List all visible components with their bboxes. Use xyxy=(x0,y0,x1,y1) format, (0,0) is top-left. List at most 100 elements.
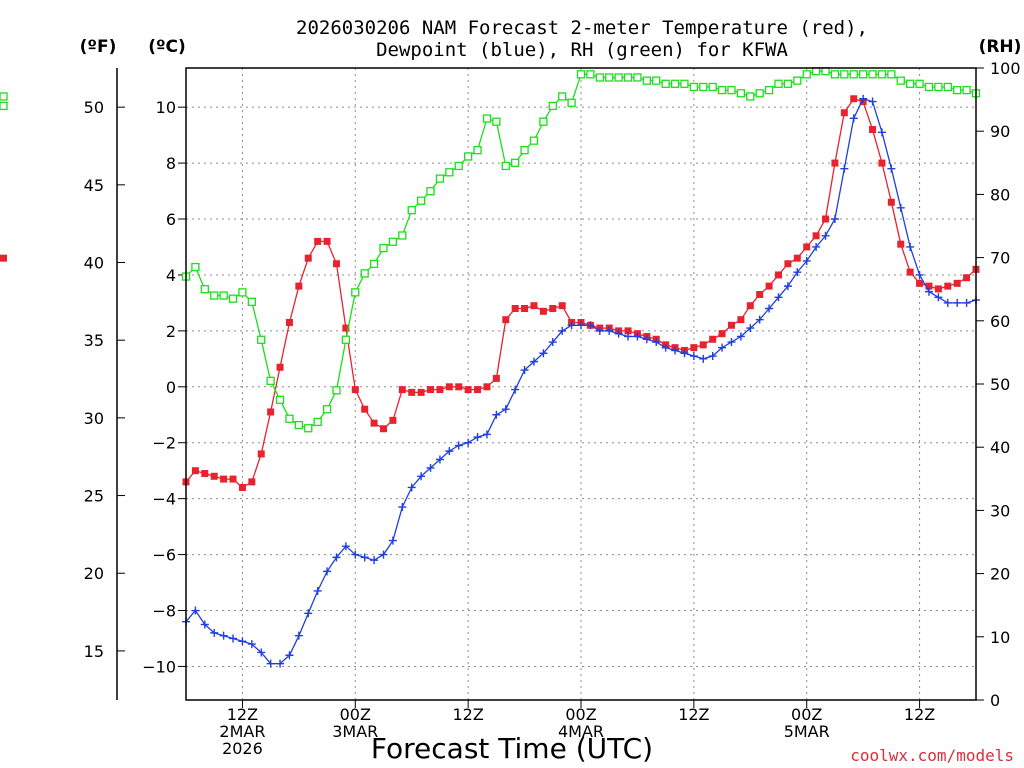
rh-point xyxy=(877,70,887,79)
rh-point xyxy=(360,269,369,278)
dewpoint-point xyxy=(370,556,379,565)
temperature-point xyxy=(822,215,830,223)
dewpoint-point xyxy=(473,433,482,442)
temperature-point xyxy=(812,232,820,240)
dewpoint-point xyxy=(718,343,727,352)
rh-point xyxy=(492,117,501,126)
rh-point xyxy=(322,405,332,414)
rh-point xyxy=(210,291,219,300)
plot-frame xyxy=(185,67,977,701)
dewpoint-point xyxy=(624,332,633,341)
rh-point xyxy=(228,294,238,303)
fahrenheit-tick-label: 30 xyxy=(84,409,104,428)
temperature-point xyxy=(746,302,754,310)
temperature-point xyxy=(699,341,707,349)
dewpoint-point xyxy=(868,97,877,106)
x-tick-label: 12Z xyxy=(678,705,709,724)
dewpoint-point xyxy=(454,441,463,450)
rh-axis-unit: (RH) xyxy=(979,37,1022,57)
temperature-point xyxy=(332,260,340,268)
dewpoint-point xyxy=(388,536,397,545)
rh-point xyxy=(416,196,426,205)
dewpoint-point xyxy=(661,343,670,352)
dewpoint-point xyxy=(906,242,915,251)
rh-point xyxy=(680,79,689,88)
rh-point xyxy=(793,76,802,85)
rh-point xyxy=(191,262,200,272)
dewpoint-point xyxy=(210,628,219,637)
rh-point xyxy=(755,89,764,98)
temperature-point xyxy=(436,386,444,394)
temperature-point xyxy=(934,285,942,293)
temperature-point xyxy=(925,282,933,290)
temperature-point xyxy=(191,467,199,475)
x-tick-label: 12Z xyxy=(452,705,483,724)
celsius-tick-label: −8 xyxy=(152,602,176,621)
dewpoint-point xyxy=(887,164,896,173)
temperature-point xyxy=(953,279,961,287)
rh-point xyxy=(774,79,783,88)
fahrenheit-tick-label: 50 xyxy=(84,98,104,117)
temperature-point xyxy=(370,419,378,427)
temperature-point xyxy=(869,126,877,134)
rh-point xyxy=(247,297,256,306)
temperature-point xyxy=(427,386,435,394)
dewpoint-point xyxy=(812,242,821,251)
dewpoint-series xyxy=(182,95,980,668)
celsius-tick-label: −6 xyxy=(152,546,176,565)
dewpoint-point xyxy=(238,637,247,646)
dewpoint-point xyxy=(266,659,275,668)
rh-point xyxy=(558,92,567,101)
celsius-tick-label: −2 xyxy=(152,434,176,453)
dewpoint-point xyxy=(464,438,473,447)
rh-point xyxy=(642,76,651,85)
temperature-point xyxy=(511,304,519,312)
rh-point xyxy=(717,85,727,95)
rh-point xyxy=(849,70,858,79)
temperature-point xyxy=(210,472,218,480)
rh-point xyxy=(689,82,699,92)
rh-point xyxy=(482,114,492,123)
dewpoint-point xyxy=(689,352,698,361)
dewpoint-point xyxy=(774,293,783,302)
rh-point xyxy=(896,76,905,85)
rh-point xyxy=(661,79,670,88)
dewpoint-point xyxy=(407,483,416,492)
dewpoint-point xyxy=(821,231,830,240)
dewpoint-point xyxy=(482,430,491,439)
rh-point xyxy=(586,70,595,79)
celsius-tick-label: −4 xyxy=(152,490,176,509)
temperature-point xyxy=(727,321,735,329)
rh-point xyxy=(313,417,322,427)
rh-point xyxy=(858,70,868,79)
rh-tick-label: 40 xyxy=(990,438,1010,457)
temperature-point xyxy=(445,383,453,391)
celsius-tick-label: 10 xyxy=(156,98,176,117)
rh-point xyxy=(379,243,388,253)
dewpoint-point xyxy=(859,94,868,103)
dewpoint-point xyxy=(755,315,764,324)
rh-point xyxy=(257,335,266,344)
dewpoint-point xyxy=(614,329,623,338)
rh-point xyxy=(548,101,557,111)
temperature-point xyxy=(464,386,472,394)
temperature-point xyxy=(474,386,482,394)
temperature-point xyxy=(483,383,491,391)
fahrenheit-tick-label: 35 xyxy=(84,331,104,350)
dewpoint-point xyxy=(285,651,294,660)
chart-title-line-1: 2026030206 NAM Forecast 2-meter Temperat… xyxy=(296,17,868,39)
x-tick-label: 5MAR xyxy=(784,722,830,741)
temperature-point xyxy=(906,268,914,276)
rh-point xyxy=(266,376,275,385)
temperature-point xyxy=(737,316,745,324)
dewpoint-point xyxy=(680,349,689,358)
dewpoint-point xyxy=(313,586,322,595)
temperature-point xyxy=(775,271,782,279)
dewpoint-point xyxy=(840,164,849,173)
temperature-point xyxy=(380,425,387,433)
temperature-point xyxy=(549,304,557,312)
temperature-point xyxy=(229,475,237,483)
rh-point xyxy=(275,395,285,404)
temperature-point xyxy=(342,324,350,332)
rh-point xyxy=(614,73,623,82)
